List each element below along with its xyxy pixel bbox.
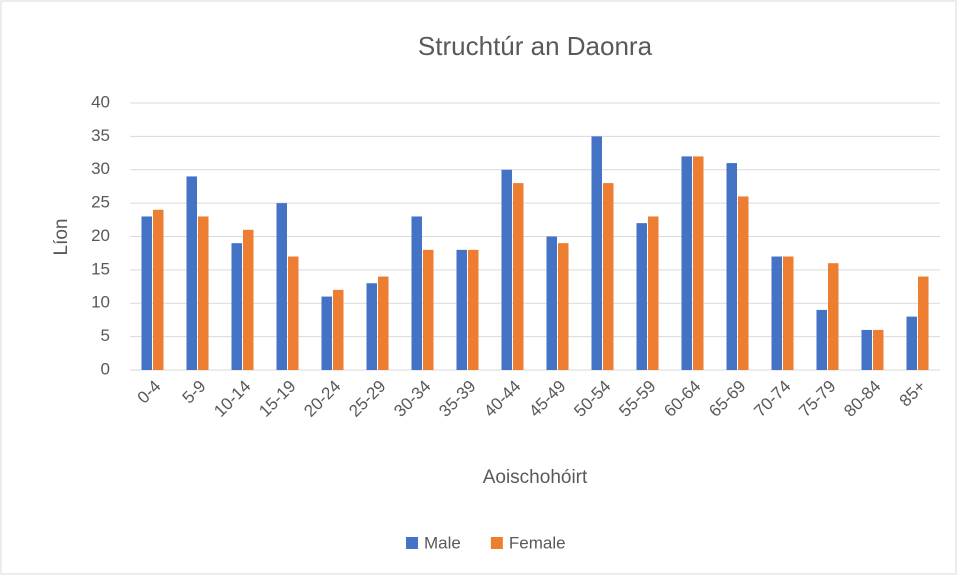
legend-label: Male [424,533,461,552]
x-axis-label: Aoischohóirt [483,467,588,488]
y-tick-label: 15 [91,259,110,278]
bar [693,156,704,370]
bar [591,136,602,370]
y-tick-label: 40 [91,92,110,111]
bar [513,183,524,370]
bar [153,209,164,370]
bar [906,316,917,370]
bar [558,243,569,370]
bar [918,276,929,370]
y-tick-label: 35 [91,126,110,145]
y-tick-label: 5 [101,326,110,345]
bar [726,163,737,370]
bar [861,329,872,370]
y-tick-label: 25 [91,193,110,212]
bar [333,289,344,370]
bar [771,256,782,370]
bar [276,203,287,370]
bar [783,256,794,370]
bar [636,223,647,370]
bar [828,263,839,370]
bar [816,309,827,370]
bar [411,216,422,370]
legend-swatch [406,537,418,549]
bar [288,256,299,370]
bar [681,156,692,370]
bar [468,249,479,370]
bar [738,196,749,370]
bar [423,249,434,370]
y-tick-label: 20 [91,226,110,245]
bar [546,236,557,370]
y-tick-label: 30 [91,159,110,178]
legend-label: Female [509,533,566,552]
bar [141,216,152,370]
bar [243,229,254,370]
bar [321,296,332,370]
bar [186,176,197,370]
bar [366,283,377,370]
y-axis-label: Líon [51,219,72,256]
legend-swatch [490,537,503,549]
y-tick-label: 0 [101,359,110,378]
bar [456,249,467,370]
bar [501,169,512,370]
bar [198,216,209,370]
bar [873,329,884,370]
bar [603,183,614,370]
y-tick-label: 10 [91,293,110,312]
bar [231,243,242,370]
chart-title: Struchtúr an Daonra [418,31,653,61]
bar [648,216,659,370]
bar [378,276,389,370]
